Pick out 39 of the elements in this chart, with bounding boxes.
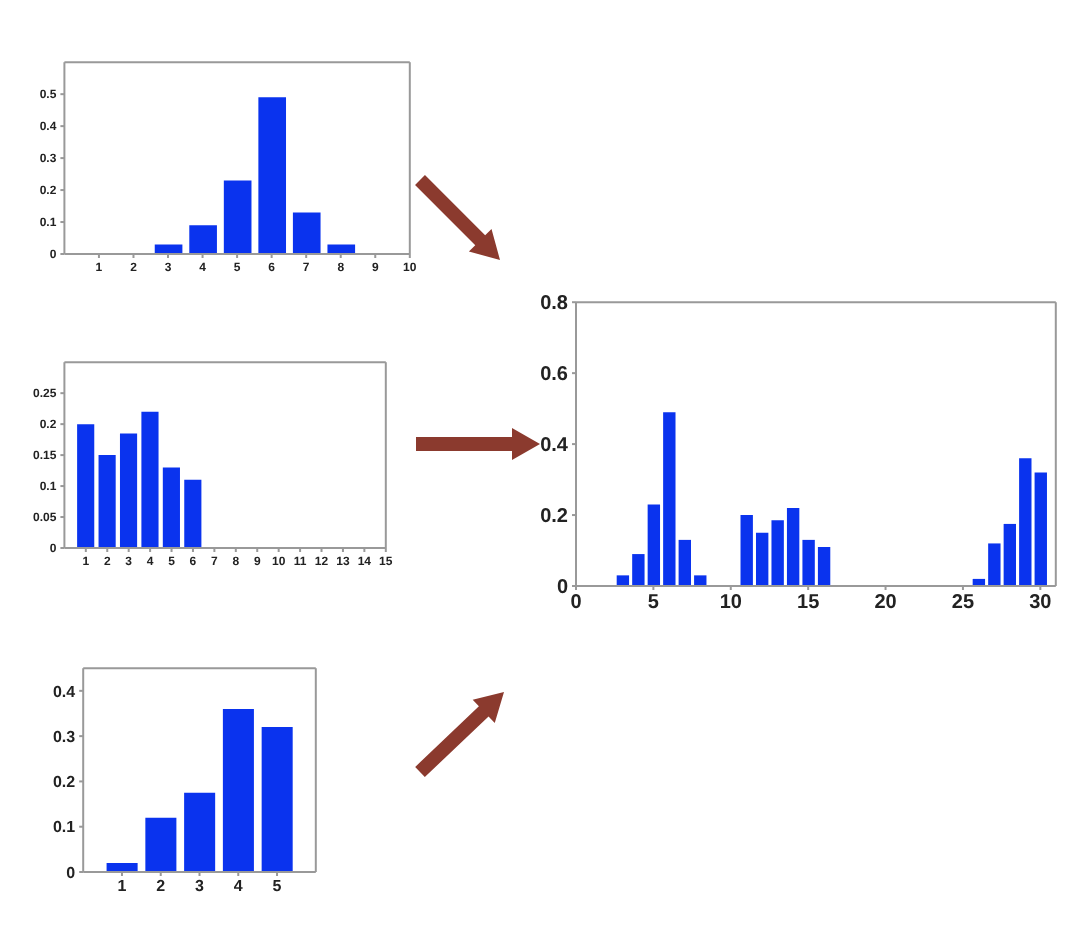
y-tick-label: 0 — [66, 863, 77, 882]
bar — [119, 433, 138, 548]
x-tick-label: 1 — [117, 877, 128, 896]
x-tick-label: 25 — [951, 592, 975, 615]
bar — [162, 467, 180, 548]
y-tick-label: 0.2 — [540, 506, 569, 529]
y-tick-label: 0.4 — [52, 682, 77, 701]
bar — [292, 212, 321, 254]
bar — [184, 792, 216, 872]
bar — [77, 424, 95, 548]
y-tick-label: 0.1 — [52, 818, 77, 837]
x-tick-label: 10 — [719, 592, 743, 615]
x-tick-label: 0 — [570, 592, 583, 615]
bar — [223, 180, 252, 254]
x-tick-label: 3 — [195, 877, 206, 896]
y-tick-label: 0.2 — [52, 773, 77, 792]
bar — [141, 411, 159, 548]
x-tick-label: 20 — [874, 592, 898, 615]
bar — [154, 244, 183, 254]
bar — [261, 727, 293, 872]
y-tick-label: 0.6 — [540, 364, 569, 387]
x-tick-label: 2 — [156, 877, 167, 896]
x-tick-label: 4 — [233, 877, 244, 896]
bar — [327, 244, 356, 254]
bar — [222, 708, 254, 872]
bar — [184, 479, 202, 548]
bar — [1034, 472, 1047, 586]
x-tick-label: 5 — [272, 877, 283, 896]
x-tick-label: 15 — [797, 592, 821, 615]
x-tick-label: 5 — [647, 592, 660, 615]
y-tick-label: 0.3 — [52, 727, 77, 746]
bar — [258, 97, 287, 254]
bar — [145, 817, 177, 872]
bar — [98, 455, 116, 548]
x-tick-label: 30 — [1029, 592, 1053, 615]
y-tick-label: 0.4 — [540, 435, 569, 458]
y-tick-label: 0 — [556, 577, 569, 600]
y-tick-label: 0.8 — [540, 293, 569, 316]
bar — [189, 225, 217, 254]
